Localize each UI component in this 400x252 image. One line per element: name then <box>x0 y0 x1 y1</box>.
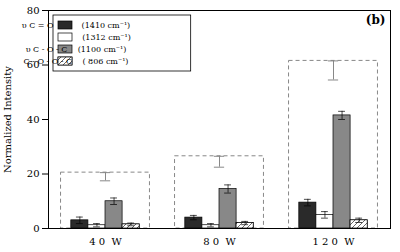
svg-text:C - O - O - C ( 806 cm⁻¹): C - O - O - C ( 806 cm⁻¹) <box>24 57 129 66</box>
svg-text:8 0 W: 8 0 W <box>203 236 236 247</box>
svg-text:(1312 cm⁻¹): (1312 cm⁻¹) <box>21 33 131 42</box>
svg-text:0: 0 <box>33 223 39 234</box>
svg-text:Normalized Intensity: Normalized Intensity <box>2 66 13 173</box>
svg-text:20: 20 <box>27 168 40 179</box>
svg-text:80: 80 <box>27 5 40 16</box>
svg-text:40: 40 <box>27 114 40 125</box>
svg-text:4 0 W: 4 0 W <box>89 236 122 247</box>
svg-text:υ C = O (1410 cm⁻¹): υ C = O (1410 cm⁻¹) <box>22 21 131 30</box>
svg-text:(b): (b) <box>366 13 386 27</box>
svg-text:υ C - O - C (1100 cm⁻¹): υ C - O - C (1100 cm⁻¹) <box>26 45 127 54</box>
svg-text:1 2 0 W: 1 2 0 W <box>312 236 355 247</box>
